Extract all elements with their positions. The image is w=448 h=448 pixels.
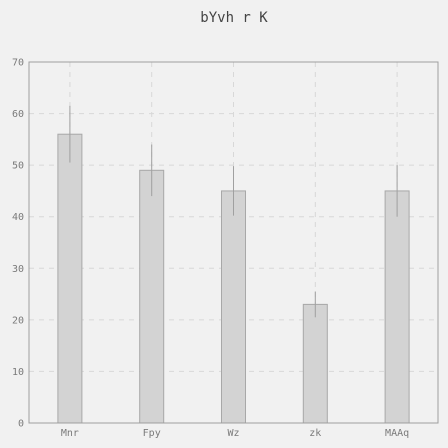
y-tick-label-3: 30 <box>12 264 24 275</box>
y-tick-label-2: 20 <box>12 315 24 326</box>
y-tick-label-5: 50 <box>12 161 24 172</box>
x-tick-label-1: Fpy <box>143 428 161 439</box>
x-tick-label-0: Mnr <box>61 428 79 439</box>
bar-MAAq <box>384 190 410 424</box>
error-bars <box>69 105 398 318</box>
y-axis-ticks: 0 10 20 30 40 50 60 70 <box>12 58 24 430</box>
x-tick-label-3: zk <box>309 428 321 439</box>
y-tick-label-4: 40 <box>12 212 24 223</box>
plot-frame <box>28 61 439 424</box>
y-tick-label-6: 60 <box>12 109 24 120</box>
bar-Mnr <box>57 133 83 424</box>
y-tick-label-1: 10 <box>12 367 24 378</box>
chart-title: bYvh r K <box>200 10 268 26</box>
bar-Wz <box>221 190 246 424</box>
y-tick-label-7: 70 <box>12 58 24 69</box>
x-tick-label-2: Wz <box>227 428 239 439</box>
bars <box>57 133 410 424</box>
bar-Fpy <box>139 169 165 424</box>
x-axis-ticks: Mnr Fpy Wz zk MAAq <box>61 428 409 439</box>
y-tick-label-0: 0 <box>18 419 24 430</box>
x-tick-label-4: MAAq <box>385 428 409 439</box>
bar-zk <box>302 303 328 424</box>
